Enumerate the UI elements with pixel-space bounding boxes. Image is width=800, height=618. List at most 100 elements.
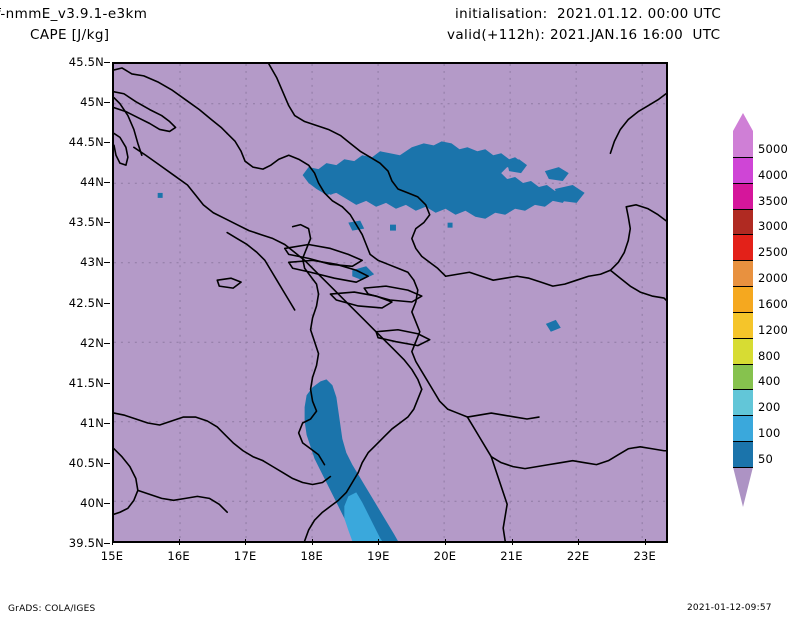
colorbar-tick-label: 1600	[758, 296, 789, 311]
x-axis-tick-label: 17E	[233, 549, 257, 563]
colorbar-segment	[733, 208, 753, 236]
x-axis-tick-label: 16E	[167, 549, 190, 563]
x-axis: 15E 16E 17E 18E 19E 20E 21E 22E 23E	[101, 539, 668, 567]
valid-time: valid(+112h): 2021.JAN.16 16:00 UTC	[447, 27, 721, 43]
colorbar-tick-label: 800	[758, 348, 781, 363]
footer-credit: GrADS: COLA/IGES	[8, 604, 96, 614]
y-axis-tick-label: 45N	[80, 95, 104, 110]
colorbar-tick-label: 2500	[758, 245, 789, 260]
colorbar	[733, 131, 753, 469]
colorbar-over-arrow	[733, 113, 753, 131]
colorbar-segment	[733, 156, 753, 184]
y-axis-tick-mark	[104, 302, 110, 304]
y-axis-tick-mark	[104, 222, 110, 224]
y-axis-tick-label: 44N	[80, 175, 104, 190]
y-axis-tick-label: 41N	[80, 415, 104, 430]
x-axis-tick-mark	[378, 539, 380, 545]
colorbar-tick-label: 3500	[758, 193, 789, 208]
colorbar-tick-line	[733, 415, 753, 417]
colorbar-segment	[733, 441, 753, 469]
y-axis-tick-label: 42N	[80, 335, 104, 350]
x-axis-tick-mark	[311, 539, 313, 545]
x-axis-tick-mark	[444, 539, 446, 545]
y-axis-tick-label: 40N	[80, 495, 104, 510]
map-plot-area	[112, 62, 668, 543]
colorbar-tick-line	[733, 286, 753, 288]
x-axis-tick-label: 19E	[367, 549, 390, 563]
colorbar-tick-line	[733, 260, 753, 262]
colorbar-tick-line	[733, 337, 753, 339]
cape-field-southern	[304, 379, 398, 541]
colorbar-segment	[733, 363, 753, 391]
initialisation-time: initialisation: 2021.01.12. 00:00 UTC	[455, 6, 722, 22]
colorbar-tick-line	[733, 467, 753, 468]
y-axis-tick-mark	[104, 62, 110, 63]
x-axis-tick-label: 15E	[100, 549, 124, 563]
colorbar-tick-line	[733, 441, 753, 443]
x-axis-tick-label: 23E	[633, 549, 656, 563]
y-axis-tick-mark	[104, 543, 110, 544]
x-axis-tick-label: 18E	[300, 549, 323, 563]
y-axis-tick-label: 41.5N	[68, 375, 104, 390]
colorbar-tick-label: 100	[758, 426, 781, 441]
x-axis-tick-label: 22E	[566, 549, 590, 563]
colorbar-segment	[733, 415, 753, 443]
x-axis-tick-mark	[511, 539, 513, 545]
y-axis-tick-mark	[104, 142, 110, 144]
y-axis-tick-mark	[104, 422, 110, 424]
colorbar-tick-line	[733, 208, 753, 210]
variable-title: CAPE [J/kg]	[30, 27, 110, 43]
colorbar-tick-line	[733, 182, 753, 184]
colorbar-tick-line	[733, 389, 753, 391]
colorbar-tick-label: 5000	[758, 141, 789, 156]
y-axis-tick-label: 44.5N	[68, 135, 104, 150]
x-axis-tick-label: 20E	[433, 549, 457, 563]
y-axis-tick-mark	[104, 342, 110, 344]
cape-field-northern	[157, 141, 585, 332]
colorbar-segment	[733, 286, 753, 314]
y-axis-tick-mark	[104, 182, 110, 184]
y-axis-tick-label: 42.5N	[68, 295, 104, 310]
colorbar-tick-label: 4000	[758, 167, 789, 182]
footer-timestamp: 2021-01-12-09:57	[687, 603, 772, 613]
x-axis-tick-mark	[112, 539, 113, 545]
colorbar-tick-line	[733, 311, 753, 313]
colorbar-segment	[733, 260, 753, 288]
coastlines-and-borders	[114, 64, 666, 541]
y-axis: 39.5N 40N 40.5N 41N 41.5N 42N 42.5N 43N 43.5N 44N…	[0, 55, 110, 550]
colorbar-tick-label: 200	[758, 400, 781, 415]
model-title: f-nmmE_v3.9.1-e3km	[0, 6, 148, 22]
x-axis-tick-label: 21E	[500, 549, 523, 563]
x-axis-tick-mark	[644, 539, 646, 545]
y-axis-tick-mark	[104, 462, 110, 464]
colorbar-segment	[733, 131, 753, 158]
colorbar-segment	[733, 389, 753, 417]
colorbar-segment	[733, 234, 753, 262]
map-frame	[112, 62, 668, 543]
y-axis-tick-mark	[104, 262, 110, 264]
map-canvas	[114, 64, 666, 541]
colorbar-segment	[733, 182, 753, 210]
colorbar-tick-label: 50	[758, 452, 774, 466]
colorbar-tick-label: 2000	[758, 271, 789, 286]
x-axis-tick-mark	[578, 539, 580, 545]
colorbar-segment	[733, 311, 753, 339]
colorbar-tick-label: 1200	[758, 322, 789, 337]
y-axis-tick-label: 43N	[80, 255, 104, 270]
colorbar-tick-label: 400	[758, 374, 781, 389]
colorbar-tick-line	[733, 234, 753, 236]
colorbar-segment	[733, 337, 753, 365]
colorbar-tick-line	[733, 363, 753, 365]
colorbar-under-arrow	[733, 467, 753, 507]
y-axis-tick-label: 39.5N	[68, 536, 104, 550]
colorbar-tick-label: 3000	[758, 219, 789, 234]
y-axis-tick-mark	[104, 102, 110, 104]
x-axis-tick-mark	[178, 539, 180, 545]
colorbar-tick-line	[733, 156, 753, 158]
x-axis-tick-mark	[245, 539, 247, 545]
y-axis-tick-mark	[104, 382, 110, 384]
y-axis-tick-label: 45.5N	[68, 55, 104, 69]
y-axis-tick-label: 40.5N	[68, 455, 104, 470]
y-axis-tick-label: 43.5N	[68, 215, 104, 230]
y-axis-tick-mark	[104, 502, 110, 504]
